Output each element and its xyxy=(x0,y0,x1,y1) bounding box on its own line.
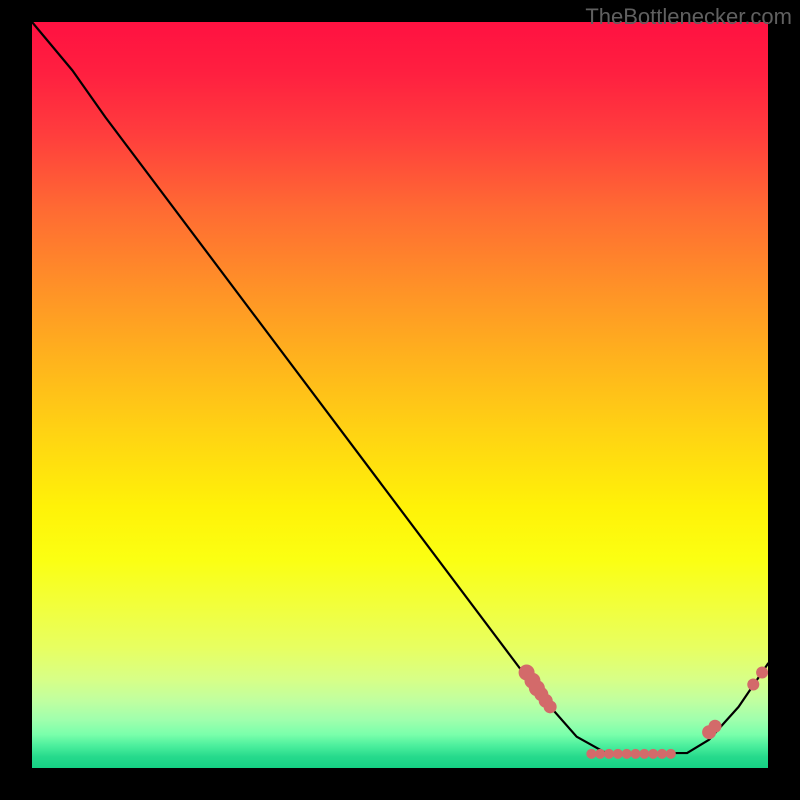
data-marker xyxy=(631,749,641,759)
data-marker xyxy=(586,749,596,759)
data-marker xyxy=(657,749,667,759)
chart-gradient-background xyxy=(32,22,768,768)
data-marker xyxy=(622,749,632,759)
data-marker xyxy=(604,749,614,759)
data-marker xyxy=(747,678,759,690)
data-marker xyxy=(648,749,658,759)
data-marker xyxy=(666,749,676,759)
data-marker xyxy=(613,749,623,759)
data-marker xyxy=(709,720,722,733)
data-marker xyxy=(544,700,557,713)
data-marker xyxy=(756,667,768,679)
chart-stage: TheBottlenecker.com xyxy=(0,0,800,800)
data-marker xyxy=(639,749,649,759)
data-marker xyxy=(595,749,605,759)
bottleneck-chart xyxy=(0,0,800,800)
